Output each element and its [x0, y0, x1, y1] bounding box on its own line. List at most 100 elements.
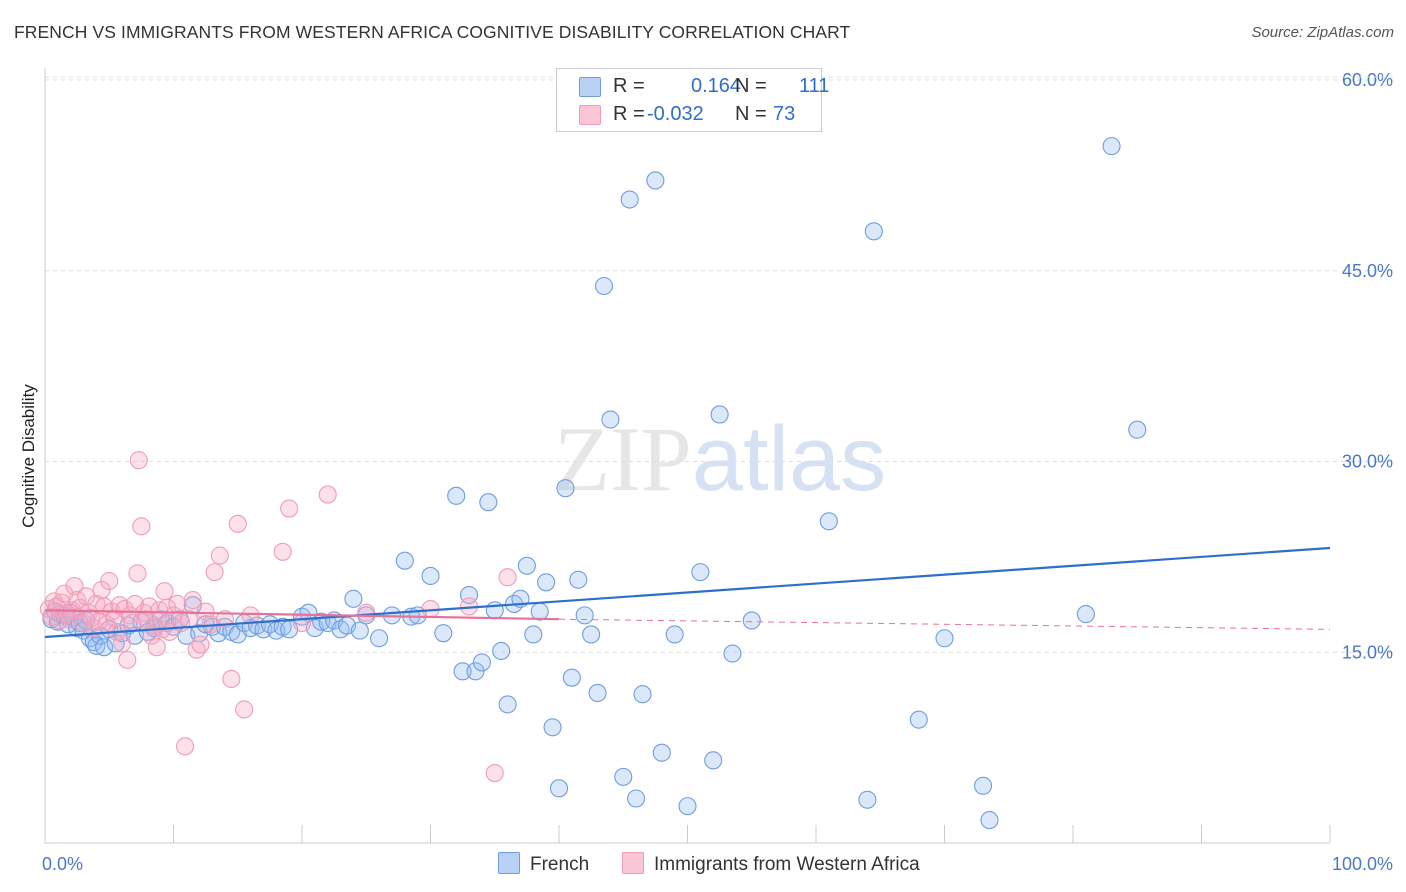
point-french — [601, 410, 620, 429]
point-immigrants — [273, 542, 292, 561]
point-french — [973, 776, 993, 795]
point-immigrants — [318, 485, 337, 504]
point-french — [299, 603, 318, 622]
point-french — [646, 171, 665, 190]
point-immigrants — [210, 546, 229, 565]
point-french — [537, 573, 556, 592]
chart-source: Source: ZipAtlas.com — [1251, 24, 1394, 41]
point-french — [498, 695, 517, 714]
point-french — [594, 276, 614, 296]
point-french — [980, 811, 999, 830]
point-french — [582, 625, 601, 644]
watermark: ZIPatlas — [554, 408, 886, 510]
point-immigrants — [191, 635, 210, 654]
point-immigrants — [357, 603, 376, 622]
point-immigrants — [118, 650, 137, 669]
point-french — [556, 479, 575, 498]
point-french — [704, 751, 723, 770]
legend-n-value: 73 — [773, 103, 796, 125]
point-french — [453, 662, 472, 681]
point-french — [524, 625, 543, 644]
point-immigrants — [140, 597, 159, 616]
x-tick-label: 0.0% — [42, 854, 83, 874]
point-immigrants — [132, 517, 151, 536]
legend-n-label: N = — [735, 103, 767, 125]
legend-n-label: N = — [735, 75, 767, 97]
point-immigrants — [128, 564, 147, 583]
point-french — [858, 790, 877, 809]
y-axis-label: Cognitive Disability — [19, 384, 38, 528]
y-tick-label: 30.0% — [1342, 452, 1393, 472]
point-immigrants — [65, 577, 84, 596]
trend-line-french — [44, 546, 1331, 639]
point-french — [87, 636, 106, 655]
bottom-legend-swatch-french — [498, 852, 520, 874]
watermark-atlas: atlas — [692, 408, 886, 510]
point-immigrants — [176, 737, 195, 756]
legend-stats: R = 0.164 N = 111 R = -0.032 N = 73 — [556, 68, 829, 132]
point-french — [106, 634, 125, 653]
y-tick-label: 60.0% — [1342, 70, 1393, 90]
point-french — [710, 405, 729, 424]
point-immigrants — [280, 499, 299, 518]
bottom-legend-label-french: French — [530, 854, 590, 875]
point-immigrants — [113, 634, 132, 653]
point-french — [691, 563, 710, 582]
point-immigrants — [147, 638, 166, 657]
point-immigrants — [164, 606, 183, 625]
x-tick-label: 100.0% — [1332, 854, 1393, 874]
point-french — [614, 767, 633, 786]
bottom-legend-immigrants: Immigrants from Western Africa — [622, 852, 920, 876]
point-french — [723, 644, 742, 663]
point-french — [678, 797, 697, 816]
point-french — [472, 653, 491, 672]
point-immigrants — [222, 669, 241, 689]
point-french — [569, 570, 588, 589]
point-french — [350, 621, 369, 640]
point-french — [549, 779, 569, 798]
point-french — [395, 551, 414, 570]
point-immigrants — [292, 613, 312, 633]
bottom-legend-swatch-immigrants — [622, 852, 644, 874]
point-french — [620, 190, 639, 209]
point-french — [434, 624, 453, 643]
legend-r-value: -0.032 — [647, 103, 704, 125]
point-french — [1076, 605, 1095, 624]
point-immigrants — [241, 606, 260, 625]
watermark-zip: ZIP — [554, 408, 692, 510]
trend-line-immigrants — [44, 609, 560, 621]
point-french — [447, 486, 466, 505]
point-immigrants — [168, 594, 187, 613]
point-french — [517, 556, 536, 575]
legend-swatch-immigrants — [579, 105, 601, 125]
point-french — [479, 493, 498, 512]
point-french — [935, 629, 954, 648]
point-french — [652, 743, 671, 762]
point-french — [562, 668, 581, 687]
legend-r-value: 0.164 — [691, 75, 742, 97]
point-french — [864, 222, 883, 241]
y-tick-label: 45.0% — [1342, 261, 1393, 281]
bottom-legend-french: French — [498, 852, 589, 876]
point-french — [95, 638, 114, 657]
point-french — [492, 641, 511, 661]
point-immigrants — [129, 451, 148, 470]
point-french — [530, 602, 549, 621]
point-french — [742, 611, 761, 630]
point-immigrants — [100, 571, 119, 591]
trend-line-immigrants-extrapolated — [558, 618, 1331, 630]
point-immigrants — [155, 582, 174, 601]
point-immigrants — [498, 568, 517, 587]
point-french — [1102, 137, 1121, 156]
point-french — [575, 606, 594, 625]
point-immigrants — [183, 591, 202, 610]
point-immigrants — [228, 514, 247, 533]
point-immigrants — [235, 700, 254, 719]
legend-swatch-french — [579, 77, 601, 97]
point-french — [633, 685, 652, 704]
point-french — [665, 625, 684, 644]
point-french — [543, 718, 562, 737]
legend-n-value: 111 — [799, 75, 830, 97]
point-french — [819, 512, 838, 531]
